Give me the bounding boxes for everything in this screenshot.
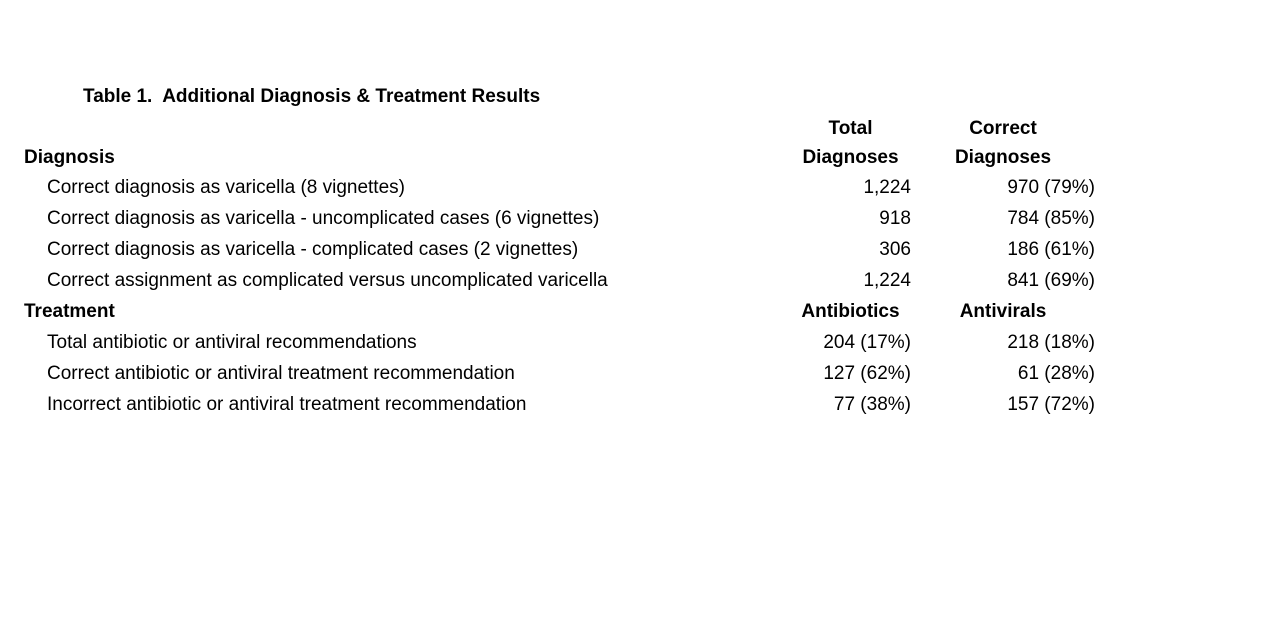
- column-header-correct-line2: Diagnoses: [954, 147, 1052, 168]
- table-row: Correct diagnosis as varicella - complic…: [24, 234, 1095, 265]
- total-diagnoses-value: 918: [879, 208, 911, 229]
- table-row: Correct diagnosis as varicella (8 vignet…: [24, 172, 1095, 203]
- row-label: Correct assignment as complicated versus…: [47, 270, 608, 291]
- column-header-antibiotics: Antibiotics: [801, 301, 900, 322]
- correct-diagnoses-value: 841 (69%): [1007, 270, 1095, 291]
- antivirals-value: 61 (28%): [1017, 363, 1095, 384]
- correct-diagnoses-value: 970 (79%): [1007, 177, 1095, 198]
- antibiotics-value: 127 (62%): [823, 363, 911, 384]
- column-header-correct-diagnoses: Correct Diagnoses: [911, 114, 1095, 172]
- column-header-total-diagnoses: Total Diagnoses: [790, 114, 911, 172]
- correct-diagnoses-value: 186 (61%): [1007, 239, 1095, 260]
- antivirals-value: 218 (18%): [1007, 332, 1095, 353]
- column-header-total-line1: Total: [828, 118, 873, 139]
- row-label: Correct antibiotic or antiviral treatmen…: [47, 363, 515, 384]
- column-header-total-line2: Diagnoses: [802, 147, 899, 168]
- row-label: Total antibiotic or antiviral recommenda…: [47, 332, 417, 353]
- row-label: Correct diagnosis as varicella - complic…: [47, 239, 579, 260]
- antibiotics-value: 204 (17%): [823, 332, 911, 353]
- table-header-row: Diagnosis Total Diagnoses Correct Diagno…: [24, 114, 1095, 172]
- correct-diagnoses-value: 784 (85%): [1007, 208, 1095, 229]
- column-header-antivirals: Antivirals: [959, 301, 1047, 322]
- row-label: Correct diagnosis as varicella - uncompl…: [47, 208, 600, 229]
- table-row: Incorrect antibiotic or antiviral treatm…: [24, 389, 1095, 420]
- row-label: Correct diagnosis as varicella (8 vignet…: [47, 177, 405, 198]
- antivirals-value: 157 (72%): [1007, 394, 1095, 415]
- section-header-treatment: Treatment: [24, 301, 115, 322]
- treatment-header-row: Treatment Antibiotics Antivirals: [24, 296, 1095, 327]
- table-row: Total antibiotic or antiviral recommenda…: [24, 327, 1095, 358]
- table-title: Table 1. Additional Diagnosis & Treatmen…: [83, 86, 541, 107]
- total-diagnoses-value: 306: [879, 239, 911, 260]
- total-diagnoses-value: 1,224: [863, 270, 911, 291]
- total-diagnoses-value: 1,224: [863, 177, 911, 198]
- column-header-correct-line1: Correct: [969, 118, 1037, 139]
- table-row: Correct antibiotic or antiviral treatmen…: [24, 358, 1095, 389]
- results-table: Diagnosis Total Diagnoses Correct Diagno…: [24, 114, 1095, 420]
- row-label: Incorrect antibiotic or antiviral treatm…: [47, 394, 527, 415]
- table-row: Correct diagnosis as varicella - uncompl…: [24, 203, 1095, 234]
- section-header-diagnosis: Diagnosis: [24, 147, 115, 168]
- antibiotics-value: 77 (38%): [833, 394, 911, 415]
- table-row: Correct assignment as complicated versus…: [24, 265, 1095, 296]
